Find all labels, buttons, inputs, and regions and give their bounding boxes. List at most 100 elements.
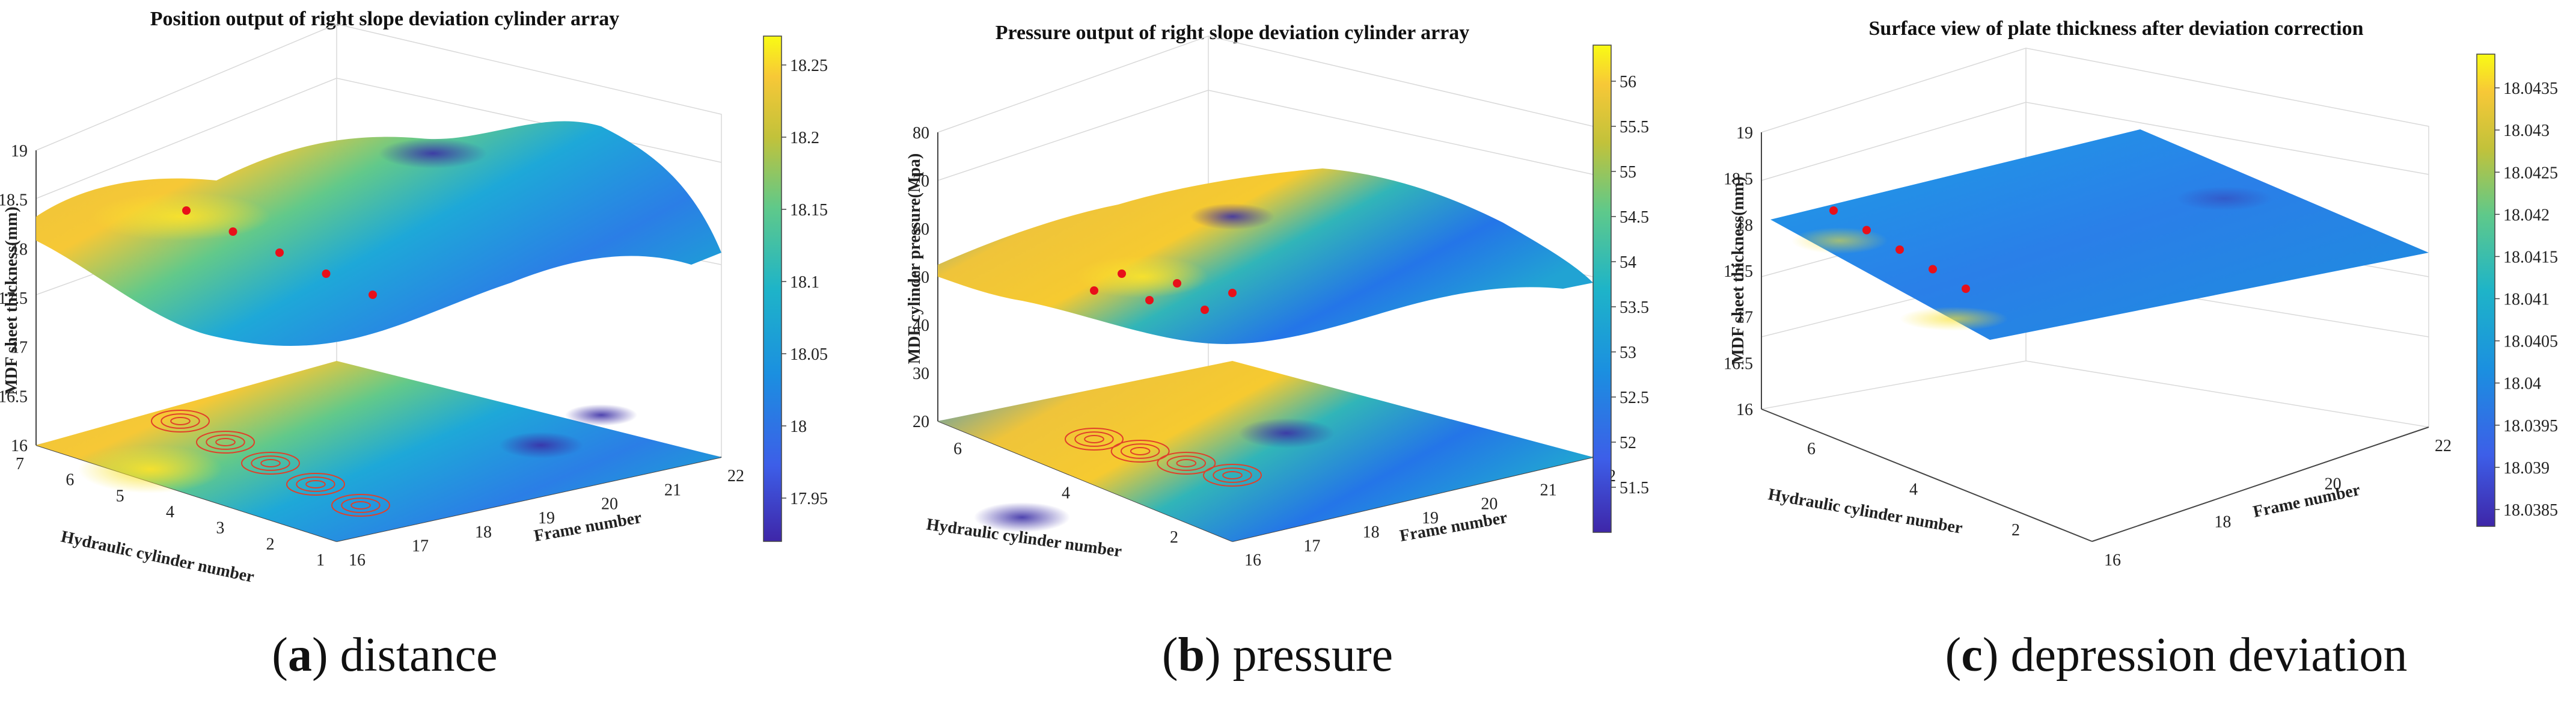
- marker-c-4: [1962, 285, 1970, 293]
- colorbar-tick-a-label-0: 17.95: [790, 490, 828, 508]
- z-ticks-a: 16 16.5 17 17.5 18 18.5 19: [0, 142, 28, 455]
- z-tick-b-2: 40: [913, 316, 929, 335]
- surface-high-a: [90, 192, 271, 241]
- z-tick-a-0: 16: [11, 437, 28, 455]
- y-tick-b-0: 6: [953, 440, 962, 458]
- grid-line-b1: [937, 90, 1209, 181]
- marker-a-4: [369, 291, 377, 299]
- z-tick-b-4: 60: [913, 220, 929, 239]
- contour-ring-b-3-1: [1213, 467, 1252, 483]
- contour-ring-a-4-2: [350, 501, 371, 510]
- x-tick-c-2: 20: [2325, 475, 2342, 493]
- z-axis-label-a: MDF sheet thickness(mm): [2, 206, 21, 395]
- caption-text-b: pressure: [1233, 629, 1394, 682]
- y-tick-a-1: 6: [66, 471, 74, 490]
- contour-low-a1: [499, 432, 583, 458]
- z-ticks-b: 20 30 40 50 60 70 80: [913, 124, 929, 431]
- y-tick-a-3: 4: [166, 503, 174, 522]
- colorbar-tick-c-label-0: 18.0385: [2503, 501, 2558, 520]
- z-axis-label-b: MDF cylinder pressure(Mpa): [905, 153, 924, 364]
- marker-a-3: [322, 269, 331, 278]
- colorbar-ticks-b: 51.5 52 52.5 53 53.5 54 54.5 55 55.5 56: [1611, 73, 1649, 497]
- y-tick-a-4: 3: [216, 519, 224, 538]
- colorbar-tick-c-label-3: 18.04: [2503, 375, 2541, 393]
- grid-line-b2: [1208, 90, 1594, 175]
- contour-ring-b-1-1: [1120, 443, 1160, 459]
- z-tick-a-5: 18.5: [0, 191, 28, 210]
- colorbar-tick-b-label-9: 56: [1620, 73, 1636, 91]
- surface-c: [1770, 129, 2429, 340]
- y-tick-b-2: 2: [1170, 528, 1178, 547]
- x-axis-label-b: Frame number: [1398, 508, 1509, 546]
- axes-box-c: [1761, 48, 2429, 542]
- colorbar-tick-c-label-8: 18.0425: [2503, 164, 2558, 182]
- contour-ring-a-2-2: [260, 459, 281, 467]
- markers-b: [1090, 269, 1237, 314]
- contour-ring-b-0-1: [1074, 431, 1114, 447]
- colorbar-tick-b-label-8: 55.5: [1620, 118, 1649, 137]
- contour-ring-a-2-0: [241, 452, 300, 475]
- colorbar-tick-a-label-3: 18.1: [790, 273, 819, 292]
- surface-a: [36, 121, 721, 346]
- colorbar-tick-c-label-7: 18.042: [2503, 206, 2550, 224]
- y-tick-c-2: 2: [2012, 521, 2020, 540]
- markers-a: [182, 206, 377, 299]
- colorbar-tick-b-label-1: 52: [1620, 434, 1636, 452]
- colorbar-ticks-c: 18.0385 18.039 18.0395 18.04 18.0405 18.041 18…: [2495, 79, 2558, 520]
- marker-c-2: [1895, 245, 1904, 254]
- surface-b: [938, 168, 1593, 344]
- contour-ring-a-0-2: [170, 417, 191, 425]
- colorbar-tick-b-label-2: 52.5: [1620, 389, 1649, 407]
- z-tick-b-0: 20: [913, 413, 929, 431]
- colorbar-tick-b-label-0: 51.5: [1620, 479, 1649, 497]
- z-ticks-c: 16 16.5 17 17.5 18 18.5 19: [1724, 124, 1753, 419]
- z-tick-c-0: 16: [1736, 401, 1753, 419]
- surface-low-a: [379, 138, 487, 168]
- x-axis-line-c: [2091, 426, 2429, 542]
- x-tick-a-4: 20: [601, 495, 618, 514]
- marker-a-0: [182, 206, 191, 215]
- x-tick-a-5: 21: [664, 481, 681, 499]
- z-tick-c-3: 17.5: [1724, 262, 1753, 281]
- caption-b: (b) pressure: [1162, 629, 1393, 682]
- contour-ring-b-3-2: [1222, 471, 1243, 479]
- marker-b-4: [1201, 306, 1209, 314]
- colorbar-tick-c-label-5: 18.041: [2503, 291, 2550, 309]
- contour-ring-a-1-2: [215, 438, 236, 446]
- contour-ring-a-0-0: [151, 410, 210, 433]
- x-tick-a-1: 17: [412, 537, 429, 556]
- z-tick-a-1: 16.5: [0, 387, 28, 406]
- z-tick-c-4: 18: [1736, 216, 1753, 235]
- y-axis-label-c: Hydraulic cylinder number: [1767, 485, 1964, 537]
- z-tick-b-3: 50: [913, 268, 929, 287]
- chart-title-b: Pressure output of right slope deviation…: [996, 22, 1470, 44]
- z-tick-b-1: 30: [913, 365, 929, 383]
- x-axis-label-c: Frame number: [2251, 481, 2362, 522]
- x-tick-b-0: 16: [1244, 551, 1261, 570]
- x-tick-b-3: 19: [1422, 509, 1439, 528]
- contour-ring-b-0-2: [1084, 435, 1104, 443]
- colorbar-tick-a-label-1: 18: [790, 417, 807, 436]
- grid-line-c1: [1761, 102, 2027, 181]
- marker-c-3: [1929, 265, 1937, 274]
- contour-ring-b-1-0: [1110, 440, 1170, 463]
- y-tick-c-1: 4: [1909, 481, 1918, 499]
- caption-text-c: depression deviation: [2010, 629, 2407, 682]
- marker-c-1: [1862, 226, 1871, 235]
- grid-line-a1: [35, 78, 337, 199]
- colorbar-tick-c-label-9: 18.043: [2503, 122, 2550, 140]
- y-ticks-c: 6 4 2: [1807, 440, 2020, 540]
- z-tick-c-6: 19: [1736, 124, 1753, 143]
- contour-ring-b-3-0: [1203, 464, 1262, 487]
- contour-ring-b-2-1: [1166, 455, 1207, 471]
- y-tick-a-2: 5: [116, 487, 124, 505]
- y-axis-label-a: Hydraulic cylinder number: [60, 528, 256, 587]
- contour-ring-b-1-2: [1130, 447, 1151, 455]
- contour-ring-a-1-0: [196, 431, 255, 454]
- colorbar-b: [1592, 45, 1612, 533]
- x-tick-c-0: 16: [2104, 551, 2121, 570]
- markers-c: [1829, 206, 1970, 293]
- contour-ring-b-0-0: [1065, 428, 1124, 451]
- z-tick-c-5: 18.5: [1724, 170, 1753, 189]
